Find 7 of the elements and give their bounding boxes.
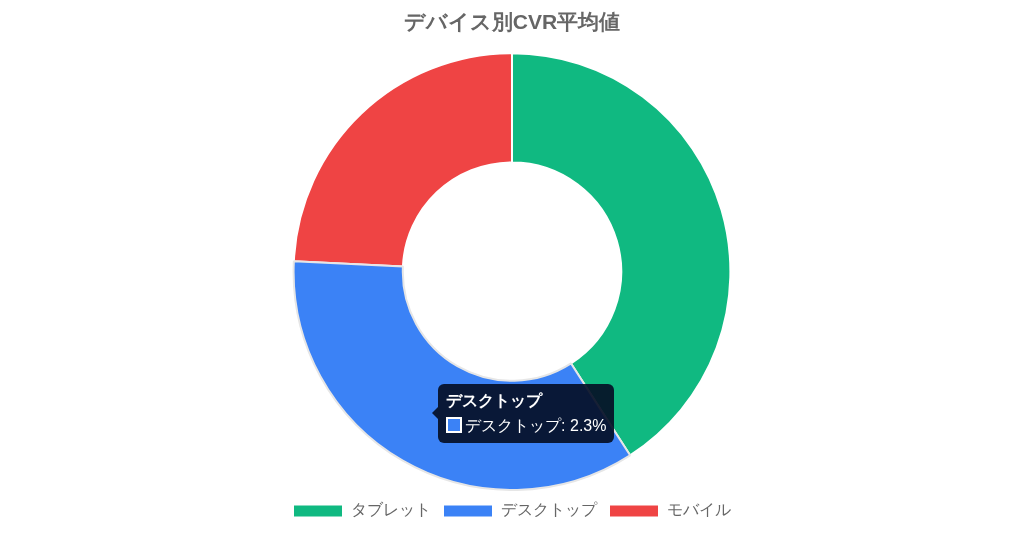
legend-label: デスクトップ (501, 501, 598, 519)
tooltip: デスクトップ デスクトップ: 2.3% (432, 383, 615, 443)
legend-label: タブレット (351, 501, 431, 519)
legend-label: モバイル (667, 501, 731, 519)
chart-title: デバイス別CVR平均値 (403, 10, 621, 34)
data-label: デスクトップ: 2.3% (465, 415, 607, 435)
slice-label: デスクトップ (446, 390, 544, 410)
